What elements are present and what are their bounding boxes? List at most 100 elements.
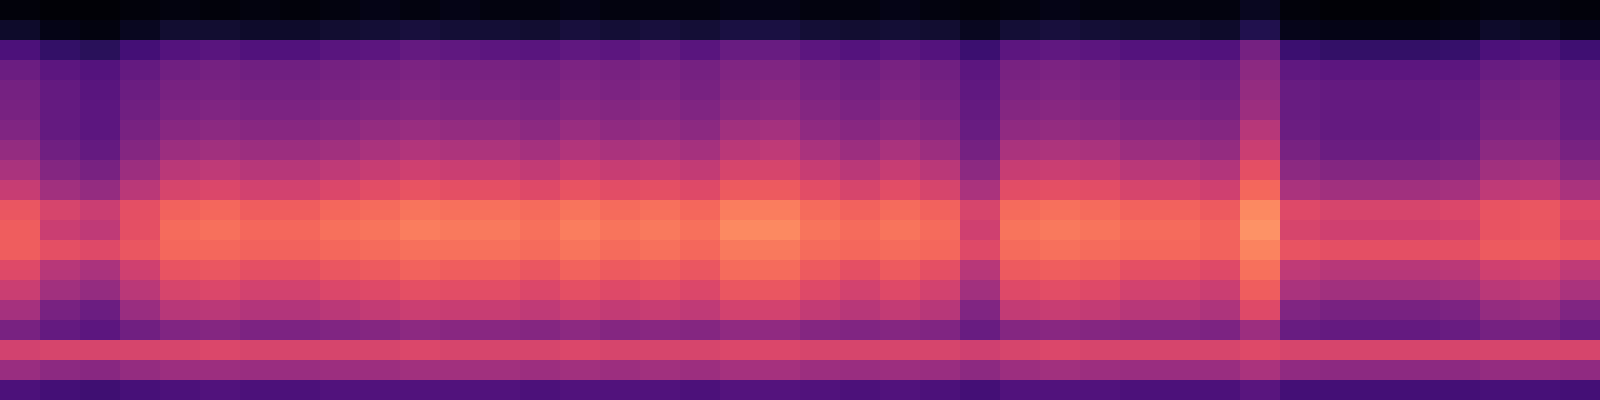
cell: [1320, 300, 1361, 321]
cell: [600, 360, 641, 381]
cell: [240, 100, 281, 121]
cell: [0, 140, 41, 161]
cell: [920, 80, 961, 101]
cell: [440, 60, 481, 81]
cell: [880, 100, 921, 121]
cell: [640, 160, 681, 181]
cell: [800, 180, 841, 201]
cell: [1560, 240, 1600, 261]
cell: [360, 100, 401, 121]
cell: [560, 60, 601, 81]
cell: [880, 360, 921, 381]
cell: [400, 80, 441, 101]
cell: [0, 100, 41, 121]
cell: [80, 120, 121, 141]
cell: [960, 160, 1001, 181]
cell: [1200, 260, 1241, 281]
cell: [1280, 340, 1321, 361]
cell: [680, 120, 721, 141]
cell: [520, 100, 561, 121]
cell: [360, 320, 401, 341]
cell: [640, 320, 681, 341]
cell: [600, 340, 641, 361]
cell: [880, 60, 921, 81]
cell: [1240, 200, 1281, 221]
cell: [600, 280, 641, 301]
cell: [560, 360, 601, 381]
cell: [760, 260, 801, 281]
cell: [1360, 120, 1401, 141]
cell: [840, 60, 881, 81]
cell: [920, 220, 961, 241]
cell: [1160, 180, 1201, 201]
cell: [200, 260, 241, 281]
cell: [920, 300, 961, 321]
cell: [200, 80, 241, 101]
cell: [1120, 340, 1161, 361]
cell: [1080, 180, 1121, 201]
cell: [80, 300, 121, 321]
cell: [1160, 20, 1201, 41]
cell: [840, 300, 881, 321]
cell: [880, 300, 921, 321]
cell: [1400, 60, 1441, 81]
cell: [720, 360, 761, 381]
cell: [920, 20, 961, 41]
cell: [520, 40, 561, 61]
cell: [200, 240, 241, 261]
cell: [0, 0, 41, 21]
cell: [1400, 220, 1441, 241]
cell: [1520, 380, 1561, 400]
cell: [1000, 260, 1041, 281]
cell: [40, 240, 81, 261]
cell: [1560, 0, 1600, 21]
cell: [720, 260, 761, 281]
cell: [960, 280, 1001, 301]
cell: [360, 120, 401, 141]
cell: [800, 80, 841, 101]
cell: [120, 80, 161, 101]
cell: [1480, 260, 1521, 281]
cell: [760, 220, 801, 241]
cell: [560, 0, 601, 21]
cell: [280, 20, 321, 41]
cell: [920, 140, 961, 161]
cell: [0, 380, 41, 400]
cell: [520, 160, 561, 181]
cell: [1200, 140, 1241, 161]
cell: [880, 380, 921, 400]
cell: [520, 80, 561, 101]
cell: [80, 200, 121, 221]
cell: [1560, 300, 1600, 321]
cell: [1520, 340, 1561, 361]
cell: [280, 40, 321, 61]
cell: [840, 260, 881, 281]
cell: [560, 300, 601, 321]
cell: [1480, 240, 1521, 261]
cell: [600, 140, 641, 161]
cell: [1320, 140, 1361, 161]
cell: [160, 240, 201, 261]
cell: [1320, 40, 1361, 61]
cell: [1200, 360, 1241, 381]
cell: [720, 0, 761, 21]
cell: [880, 320, 921, 341]
cell: [0, 280, 41, 301]
cell: [280, 260, 321, 281]
cell: [760, 340, 801, 361]
cell: [1280, 220, 1321, 241]
cell: [680, 380, 721, 400]
cell: [320, 380, 361, 400]
cell: [520, 120, 561, 141]
cell: [1240, 20, 1281, 41]
cell: [440, 80, 481, 101]
cell: [280, 180, 321, 201]
cell: [480, 320, 521, 341]
cell: [560, 120, 601, 141]
cell: [880, 80, 921, 101]
cell: [1120, 120, 1161, 141]
cell: [1360, 200, 1401, 221]
cell: [1080, 100, 1121, 121]
cell: [800, 200, 841, 221]
cell: [1560, 160, 1600, 181]
